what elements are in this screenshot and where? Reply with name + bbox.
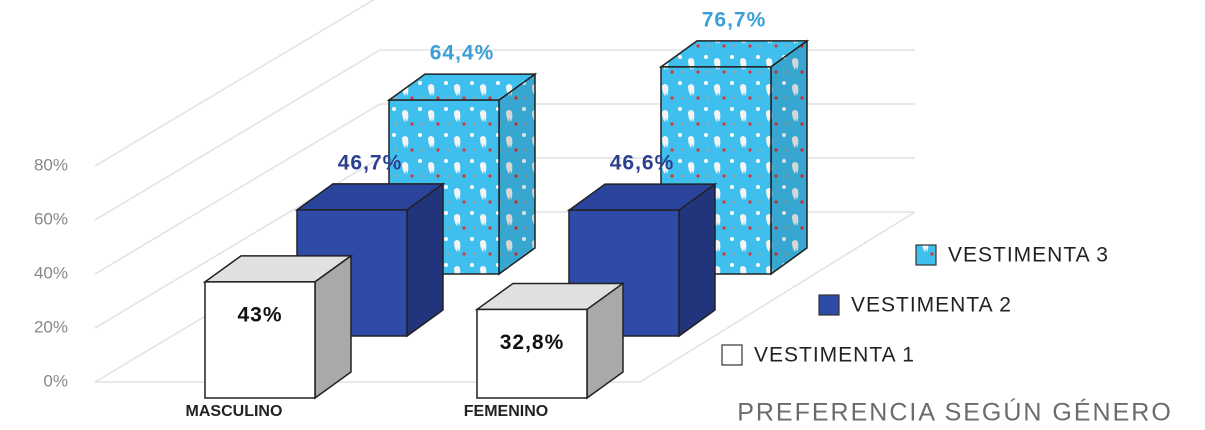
y-tick-label: 20%	[34, 317, 68, 336]
x-tick-label: FEMENINO	[464, 403, 548, 420]
y-tick-label: 60%	[34, 209, 68, 228]
x-tick-label: MASCULINO	[186, 403, 283, 420]
bar	[474, 281, 626, 400]
value-label: 43%	[237, 303, 282, 326]
legend-swatch	[721, 344, 743, 366]
chart-title: PREFERENCIA SEGÚN GÉNERO	[737, 398, 1173, 427]
bar	[202, 254, 354, 400]
legend-swatch	[915, 244, 937, 266]
bar-side	[678, 182, 716, 338]
bar	[566, 182, 718, 338]
bar-side-shade	[499, 74, 535, 275]
grid-line	[94, 0, 375, 167]
bar-side-shade	[771, 40, 807, 274]
value-label: 46,7%	[338, 151, 403, 174]
bar-front	[204, 281, 316, 399]
bar-front	[476, 308, 588, 399]
value-label: 76,7%	[702, 8, 767, 31]
y-tick-label: 80%	[34, 155, 68, 174]
bar-side	[314, 254, 352, 400]
value-label: 32,8%	[500, 331, 565, 354]
bar	[294, 182, 446, 338]
legend-swatch	[818, 294, 840, 316]
bar-side	[406, 182, 444, 338]
legend-label: VESTIMENTA 1	[754, 344, 915, 367]
legend-label: VESTIMENTA 2	[851, 294, 1012, 317]
legend-label: VESTIMENTA 3	[948, 244, 1109, 267]
value-label: 46,6%	[610, 152, 675, 175]
y-tick-label: 40%	[34, 263, 68, 282]
value-label: 64,4%	[430, 42, 495, 65]
y-tick-label: 0%	[43, 371, 68, 390]
